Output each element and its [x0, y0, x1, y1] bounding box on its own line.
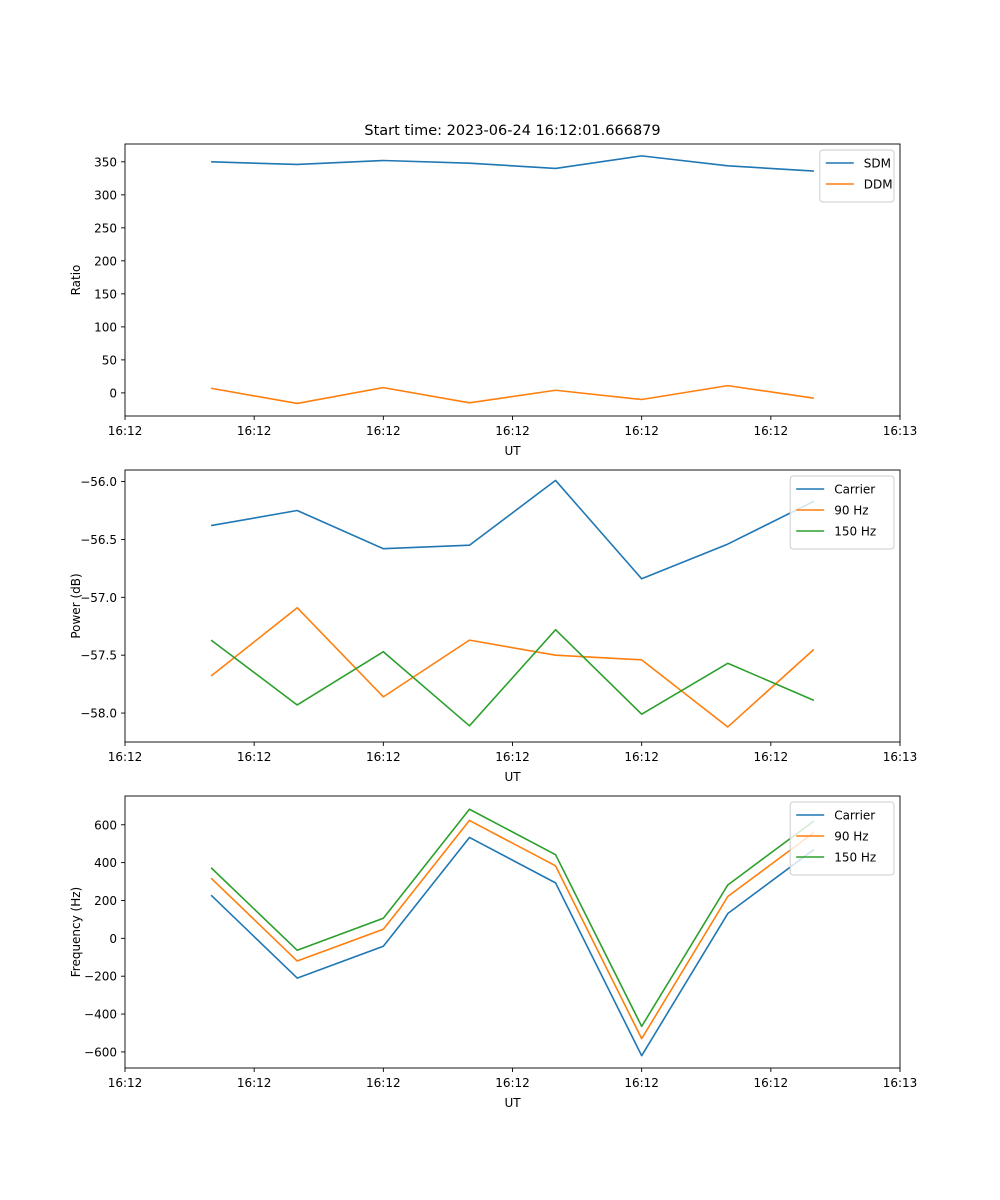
chart-1-legend-label: SDM — [864, 157, 891, 171]
chart-2-y-tick-label: −56.5 — [80, 533, 117, 547]
chart-2-y-tick-label: −57.5 — [80, 649, 117, 663]
chart-3-series-line-150-hz — [210, 808, 815, 1028]
chart-3-x-tick-label: 16:12 — [495, 1076, 530, 1090]
chart-2-x-tick-label: 16:13 — [883, 750, 918, 764]
chart-2-x-tick-label: 16:12 — [624, 750, 659, 764]
chart-2-series-line-90-hz — [210, 606, 815, 728]
chart-1-y-tick-label: 0 — [109, 386, 117, 400]
chart-1-x-tick-label: 16:12 — [108, 424, 143, 438]
chart-1-y-tick-label: 150 — [94, 287, 117, 301]
chart-2-y-tick-label: −56.0 — [80, 475, 117, 489]
chart-2-y-tick-label: −58.0 — [80, 707, 117, 721]
chart-3-x-tick-label: 16:12 — [624, 1076, 659, 1090]
chart-2-x-tick-label: 16:12 — [754, 750, 789, 764]
chart-2-x-tick-label: 16:12 — [108, 750, 143, 764]
chart-3-x-tick-label: 16:12 — [108, 1076, 143, 1090]
chart-1-legend: SDM DDM — [819, 149, 895, 203]
chart-1-series-line-sdm — [211, 155, 814, 172]
chart-3-y-tick-label: 200 — [94, 894, 117, 908]
chart-1-y-tick-label: 250 — [94, 221, 117, 235]
chart-1-x-tick-label: 16:12 — [237, 424, 272, 438]
chart-3-x-tick-label: 16:12 — [237, 1076, 272, 1090]
chart-1-x-tick-label: 16:12 — [495, 424, 530, 438]
chart-1-x-tick-label: 16:12 — [754, 424, 789, 438]
figure-title: Start time: 2023-06-24 16:12:01.666879 — [364, 123, 660, 139]
subplots: 16:12 16:12 16:12 16:12 16:12 16:12 16:13 0 50 10… — [69, 143, 918, 1110]
chart-3-x-tick-label: 16:12 — [754, 1076, 789, 1090]
chart-2-legend-label: Carrier — [834, 483, 875, 497]
chart-3-x-tick-label: 16:13 — [883, 1076, 918, 1090]
chart-3-legend-label: 150 Hz — [834, 851, 876, 865]
chart-1-y-tick-label: 350 — [94, 155, 117, 169]
chart-1-panel: 16:12 16:12 16:12 16:12 16:12 16:12 16:13 0 50 10… — [69, 143, 918, 458]
chart-3-y-tick-label: −200 — [84, 970, 117, 984]
chart-2-x-tick-label: 16:12 — [237, 750, 272, 764]
chart-1-series-line-ddm — [210, 384, 815, 405]
chart-3-panel: 16:12 16:12 16:12 16:12 16:12 16:12 16:13 −600 −… — [69, 795, 918, 1110]
chart-2-panel: 16:12 16:12 16:12 16:12 16:12 16:12 16:13 −58.0… — [69, 469, 918, 784]
chart-1-y-tick-label: 300 — [94, 188, 117, 202]
chart-1-y-tick-label: 50 — [102, 353, 117, 367]
chart-3-y-tick-label: 400 — [94, 856, 117, 870]
chart-3-legend-label: 90 Hz — [834, 830, 868, 844]
chart-3-x-tick-label: 16:12 — [366, 1076, 401, 1090]
chart-2-series-line-carrier — [210, 479, 815, 580]
chart-1-legend-label: DDM — [864, 178, 893, 192]
chart-2-series-group — [210, 479, 815, 728]
chart-3-series-line-carrier — [210, 836, 815, 1057]
chart-1-y-tick-label: 200 — [94, 254, 117, 268]
chart-1-x-axis-label: UT — [504, 444, 521, 458]
chart-2-series-line-150-hz — [210, 628, 815, 727]
chart-3-y-tick-label: 600 — [94, 818, 117, 832]
chart-2-x-tick-label: 16:12 — [495, 750, 530, 764]
chart-3-legend: Carrier 90 Hz 150 Hz — [789, 801, 895, 876]
chart-1-y-axis-label: Ratio — [69, 265, 83, 296]
chart-3-legend-label: Carrier — [834, 809, 875, 823]
chart-3-y-tick-label: −400 — [84, 1008, 117, 1022]
chart-1-x-tick-label: 16:12 — [366, 424, 401, 438]
chart-2-legend: Carrier 90 Hz 150 Hz — [789, 475, 895, 550]
chart-2-x-axis-label: UT — [504, 770, 521, 784]
chart-1-x-tick-label: 16:12 — [624, 424, 659, 438]
chart-1-x-tick-label: 16:13 — [883, 424, 918, 438]
chart-3-series-line-90-hz — [210, 819, 815, 1040]
chart-2-x-tick-label: 16:12 — [366, 750, 401, 764]
chart-3-x-axis-label: UT — [504, 1096, 521, 1110]
chart-2-y-tick-label: −57.0 — [80, 591, 117, 605]
chart-3-series-group — [210, 808, 815, 1057]
chart-3-y-tick-label: −600 — [84, 1045, 117, 1059]
chart-2-legend-label: 90 Hz — [834, 504, 868, 518]
chart-1-y-tick-label: 100 — [94, 320, 117, 334]
chart-2-y-axis-label: Power (dB) — [69, 573, 83, 638]
chart-1-series-group — [210, 155, 815, 405]
chart-3-y-axis-label: Frequency (Hz) — [69, 887, 83, 978]
chart-3-y-tick-label: 0 — [109, 932, 117, 946]
chart-2-legend-label: 150 Hz — [834, 525, 876, 539]
